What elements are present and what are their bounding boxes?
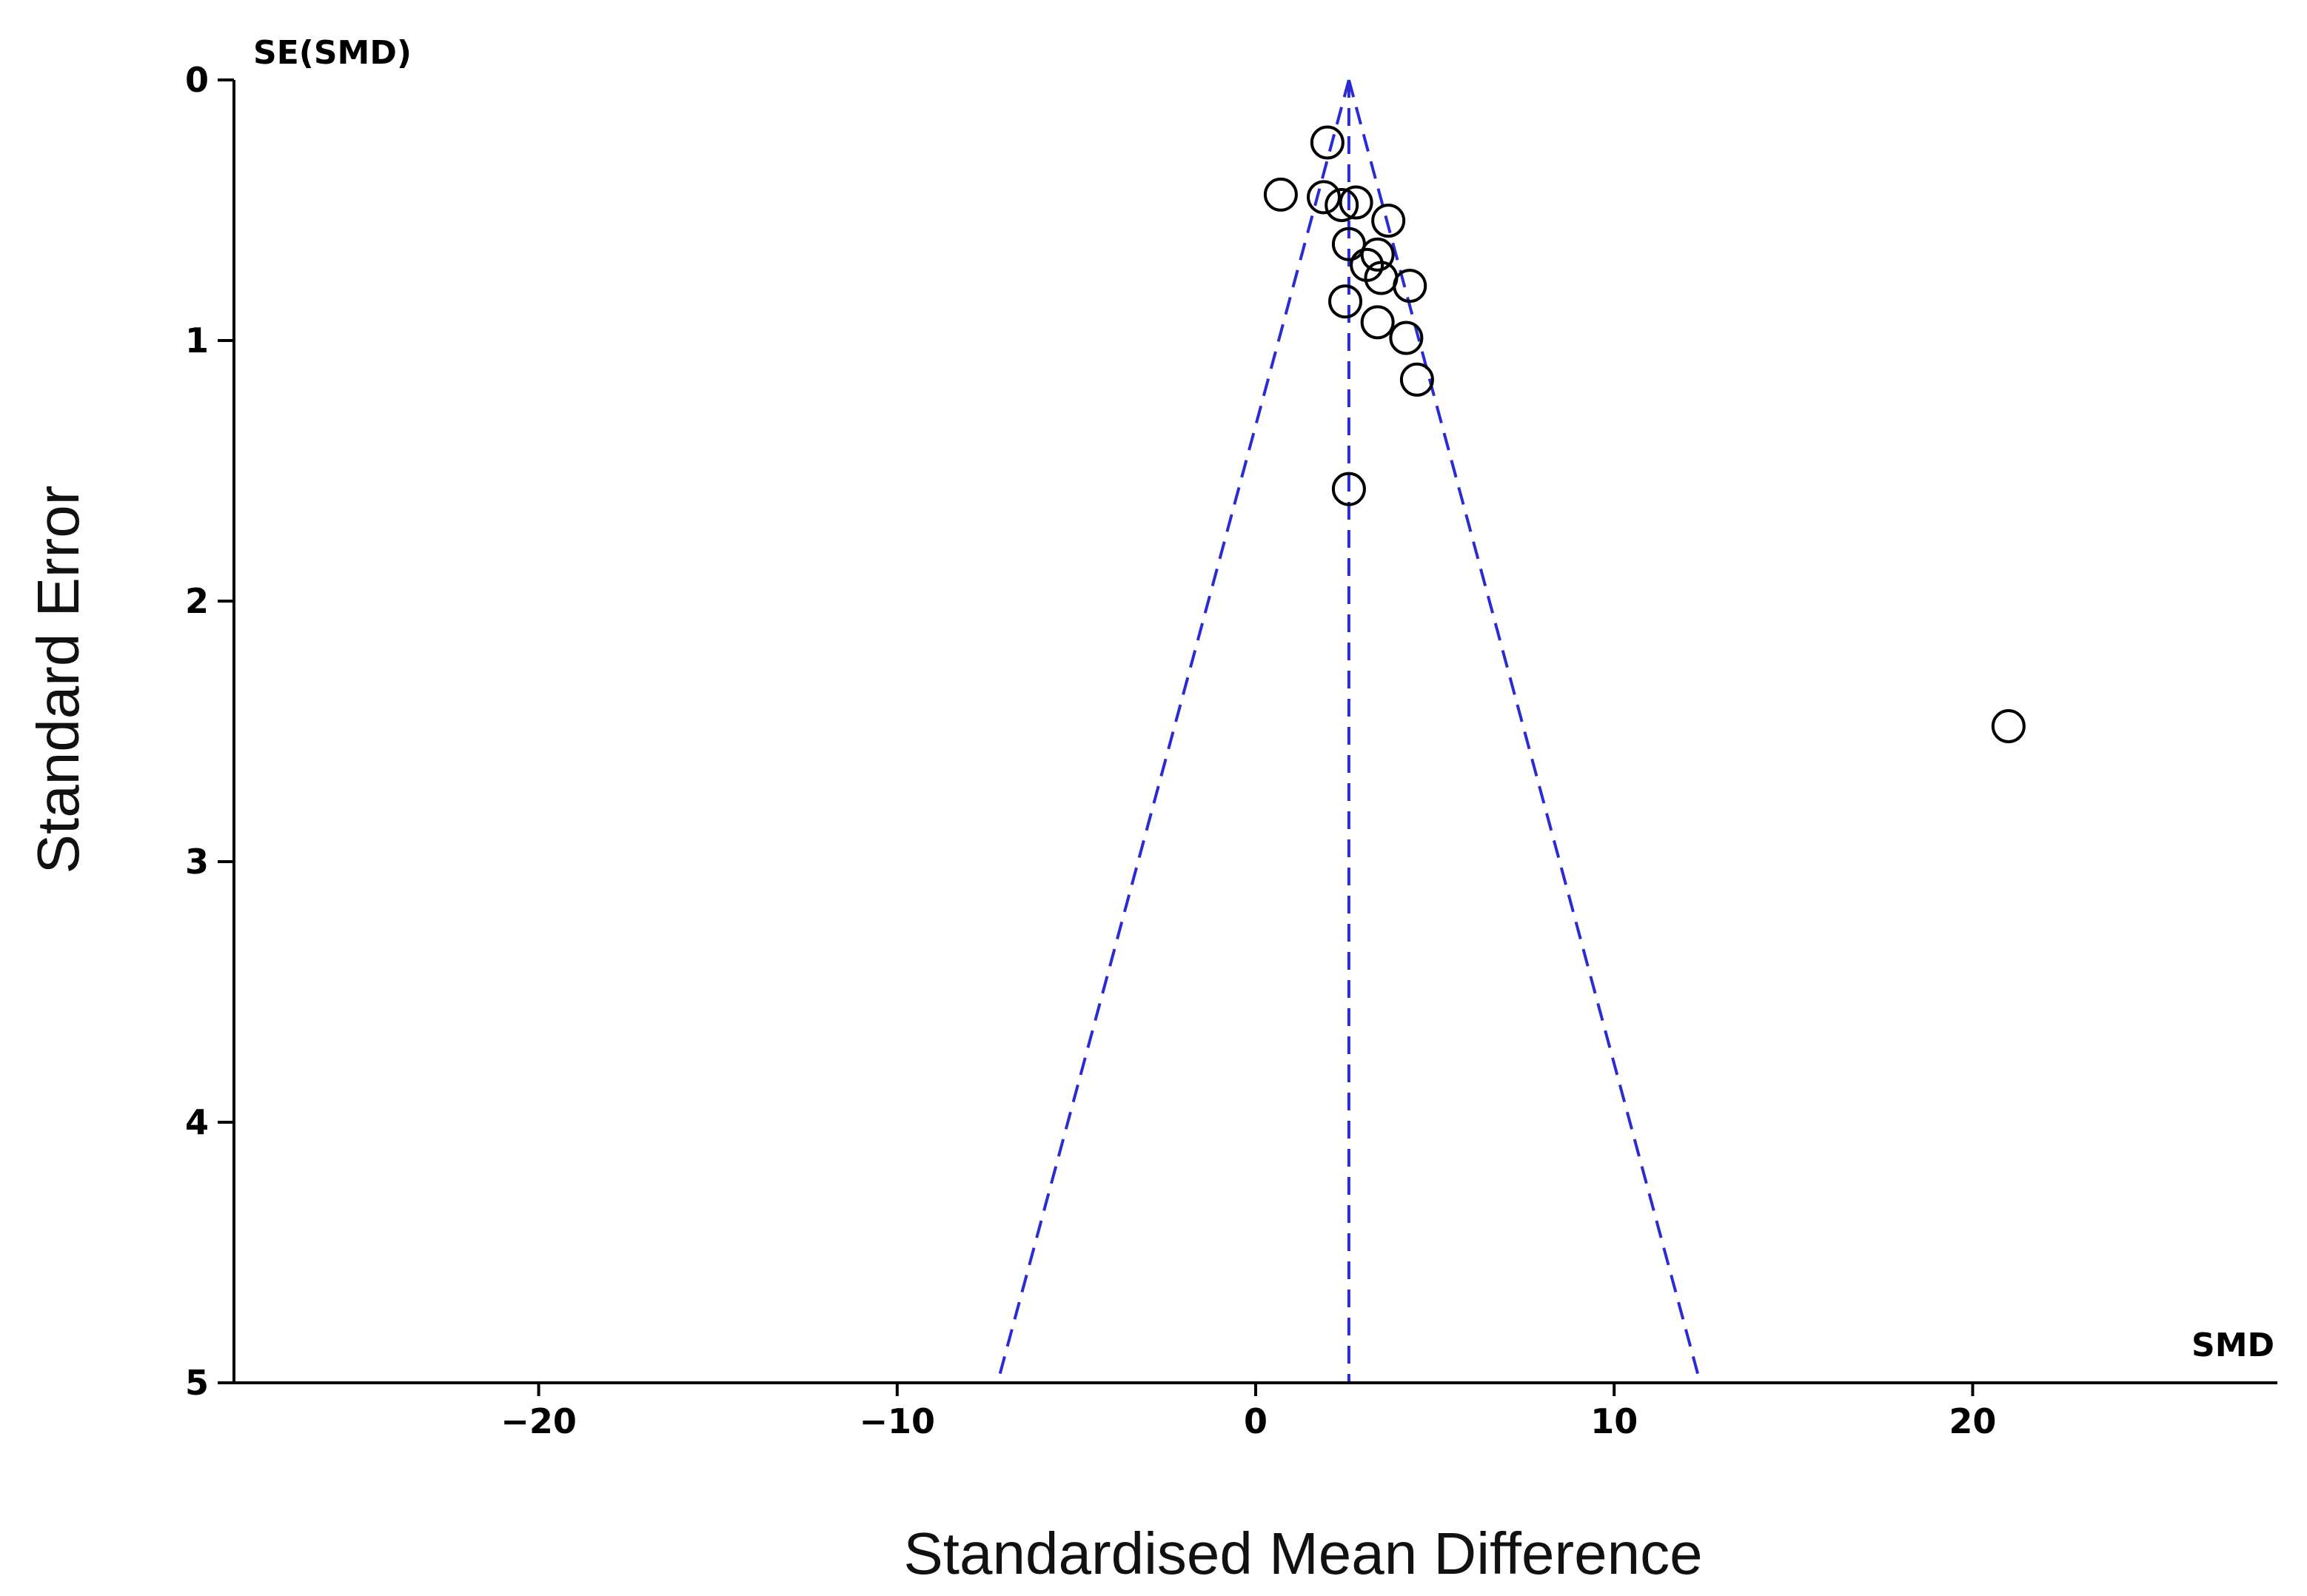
funnel-lines — [996, 79, 1702, 1384]
study-point — [1399, 362, 1434, 397]
study-point — [1328, 284, 1363, 319]
y-axis-title: Standard Error — [25, 486, 91, 874]
y-axis-corner-label: SE(SMD) — [253, 34, 412, 72]
y-tick-label: 5 — [185, 1363, 209, 1403]
x-tick-label: 10 — [1590, 1401, 1638, 1441]
study-points — [1263, 125, 2026, 743]
study-point — [1331, 472, 1366, 506]
x-tick-label: 0 — [1244, 1401, 1268, 1441]
funnel-left-line — [996, 79, 1350, 1384]
y-tick-label: 2 — [185, 581, 209, 621]
study-point — [1310, 125, 1345, 160]
study-point — [1991, 708, 2026, 743]
y-axis-ticks: 0 1 2 3 4 5 — [185, 60, 234, 1403]
x-axis-corner-label: SMD — [2192, 1327, 2274, 1364]
study-point — [1263, 177, 1298, 212]
y-tick-label: 4 — [185, 1102, 209, 1142]
y-tick-label: 1 — [185, 321, 209, 361]
y-tick-label: 3 — [185, 842, 209, 882]
x-tick-label: −20 — [500, 1401, 577, 1441]
study-point — [1360, 237, 1395, 272]
study-point — [1389, 321, 1424, 355]
study-point — [1371, 204, 1406, 238]
study-point — [1307, 180, 1341, 215]
plot-axes — [232, 80, 2277, 1384]
y-tick-label: 0 — [185, 60, 209, 100]
study-point — [1393, 269, 1427, 304]
x-tick-label: −10 — [860, 1401, 936, 1441]
x-tick-label: 20 — [1949, 1401, 1996, 1441]
study-point — [1325, 187, 1359, 222]
study-point — [1360, 305, 1395, 340]
funnel-right-line — [1347, 79, 1702, 1384]
study-point — [1339, 185, 1373, 220]
x-axis-title: Standardised Mean Difference — [903, 1520, 1702, 1586]
x-axis-ticks: −20 −10 0 10 20 — [500, 1383, 1996, 1441]
